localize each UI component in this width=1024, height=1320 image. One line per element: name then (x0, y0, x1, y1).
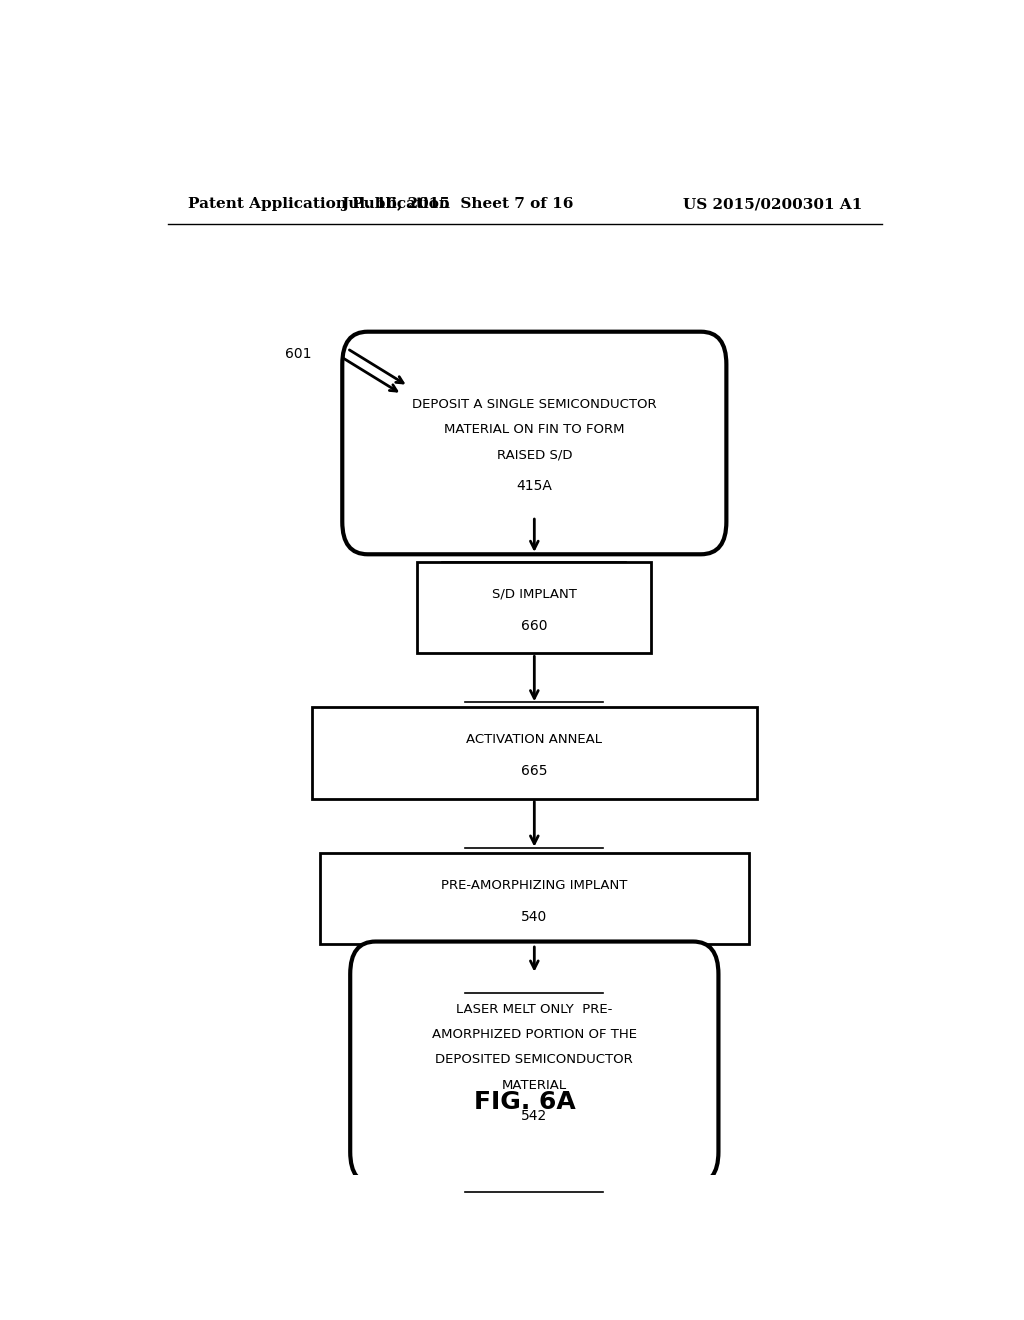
Text: FIG. 6A: FIG. 6A (474, 1089, 575, 1114)
Text: ACTIVATION ANNEAL: ACTIVATION ANNEAL (466, 734, 602, 746)
Text: 665: 665 (521, 764, 548, 779)
Text: Patent Application Publication: Patent Application Publication (187, 197, 450, 211)
Text: RAISED S/D: RAISED S/D (497, 449, 572, 462)
Text: DEPOSIT A SINGLE SEMICONDUCTOR: DEPOSIT A SINGLE SEMICONDUCTOR (412, 397, 656, 411)
Text: US 2015/0200301 A1: US 2015/0200301 A1 (683, 197, 862, 211)
Text: AMORPHIZED PORTION OF THE: AMORPHIZED PORTION OF THE (432, 1028, 637, 1041)
Bar (312, 708, 757, 799)
Text: Jul. 16, 2015  Sheet 7 of 16: Jul. 16, 2015 Sheet 7 of 16 (341, 197, 573, 211)
Text: 660: 660 (521, 619, 548, 634)
Bar (321, 853, 749, 944)
Bar (417, 562, 651, 653)
Text: 601: 601 (286, 347, 312, 360)
Text: MATERIAL: MATERIAL (502, 1078, 567, 1092)
Text: MATERIAL ON FIN TO FORM: MATERIAL ON FIN TO FORM (444, 424, 625, 437)
FancyBboxPatch shape (350, 941, 719, 1184)
Text: LASER MELT ONLY  PRE-: LASER MELT ONLY PRE- (456, 1003, 612, 1015)
Text: 540: 540 (521, 909, 548, 924)
Text: S/D IMPLANT: S/D IMPLANT (492, 587, 577, 601)
Text: 415A: 415A (516, 479, 552, 492)
Text: PRE-AMORPHIZING IMPLANT: PRE-AMORPHIZING IMPLANT (441, 879, 628, 891)
FancyBboxPatch shape (342, 331, 726, 554)
Text: 542: 542 (521, 1109, 548, 1123)
Text: DEPOSITED SEMICONDUCTOR: DEPOSITED SEMICONDUCTOR (435, 1053, 633, 1067)
